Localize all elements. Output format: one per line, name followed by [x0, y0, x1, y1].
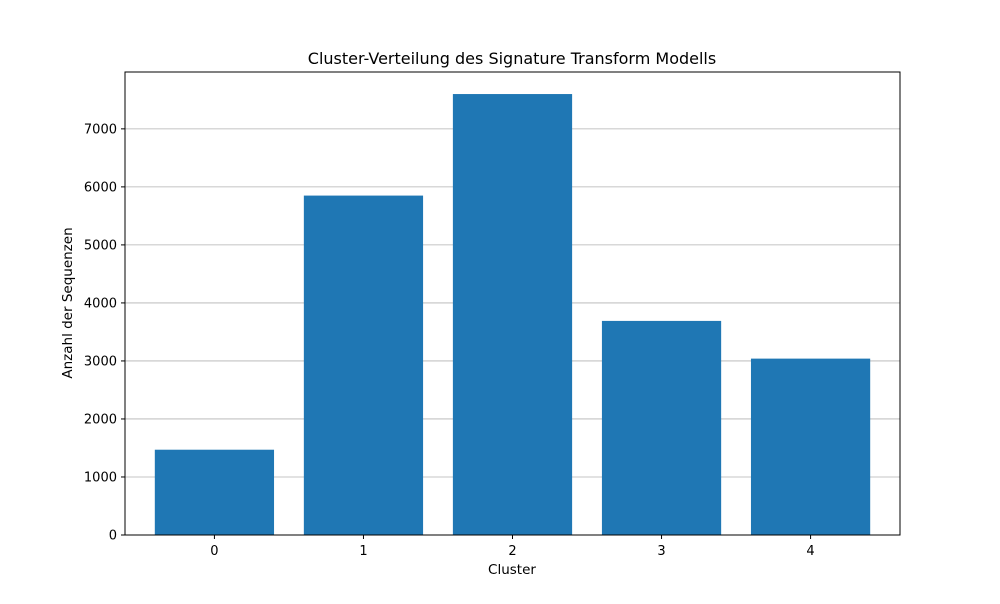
bar-cluster-4 [750, 358, 871, 535]
bar-cluster-3 [601, 320, 722, 535]
x-tick-label: 3 [657, 544, 665, 559]
x-tick-label: 0 [210, 544, 218, 559]
x-tick-label: 1 [359, 544, 367, 559]
y-tick-label: 2000 [84, 412, 117, 427]
y-tick-label: 3000 [84, 354, 117, 369]
y-tick-label: 5000 [84, 238, 117, 253]
bar-cluster-1 [303, 195, 424, 535]
chart-title: Cluster-Verteilung des Signature Transfo… [308, 49, 716, 68]
y-axis-label: Anzahl der Sequenzen [60, 227, 76, 378]
bars [154, 94, 871, 536]
y-tick-label: 0 [109, 529, 117, 544]
y-tick-label: 6000 [84, 180, 117, 195]
y-axis-ticks: 0 1000 2000 3000 4000 5000 6000 7000 [84, 122, 125, 544]
bar-cluster-0 [154, 449, 275, 535]
x-axis-label: Cluster [488, 562, 536, 578]
bar-cluster-2 [452, 94, 573, 536]
y-tick-label: 7000 [84, 122, 117, 137]
x-tick-label: 4 [806, 544, 814, 559]
y-tick-label: 4000 [84, 296, 117, 311]
x-axis-ticks: 0 1 2 3 4 [210, 535, 815, 559]
x-tick-label: 2 [508, 544, 516, 559]
y-tick-label: 1000 [84, 470, 117, 485]
